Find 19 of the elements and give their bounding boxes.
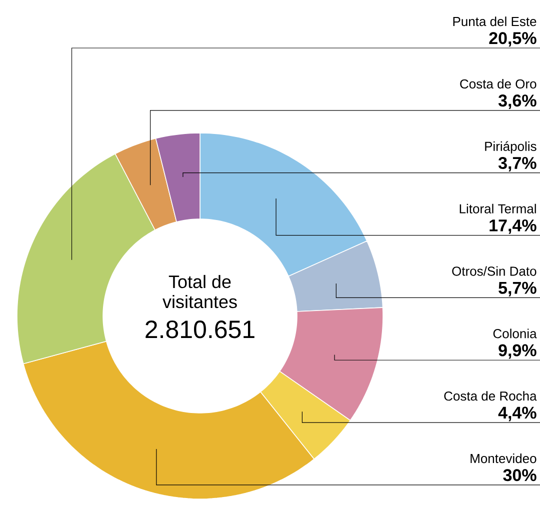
data-label: 5,7% [498, 282, 536, 296]
data-label: 4,4% [498, 406, 536, 422]
slice-label: Piriápolis [485, 141, 536, 154]
slice-label: Otros/Sin Dato [452, 266, 536, 276]
data-label: 9,9% [498, 344, 536, 359]
slice-label: Costa de Oro [460, 78, 536, 89]
text: Total de [168, 274, 231, 288]
text: visitantes [162, 294, 237, 308]
data-label: 30% [503, 469, 536, 482]
data-label: 17,4% [490, 219, 536, 234]
text: 2.810.651 [146, 320, 254, 338]
slice-label: Costa de Rocha [444, 391, 537, 401]
slice-label: Litoral Termal [460, 204, 536, 214]
slice-label: Montevideo [470, 454, 536, 464]
data-label: 3,7% [498, 156, 536, 172]
data-label: 20,5% [489, 32, 536, 47]
data-label: 3,6% [498, 94, 536, 110]
slice-label: Punta del Este [453, 16, 536, 26]
slice-label: Colonia [493, 328, 537, 338]
